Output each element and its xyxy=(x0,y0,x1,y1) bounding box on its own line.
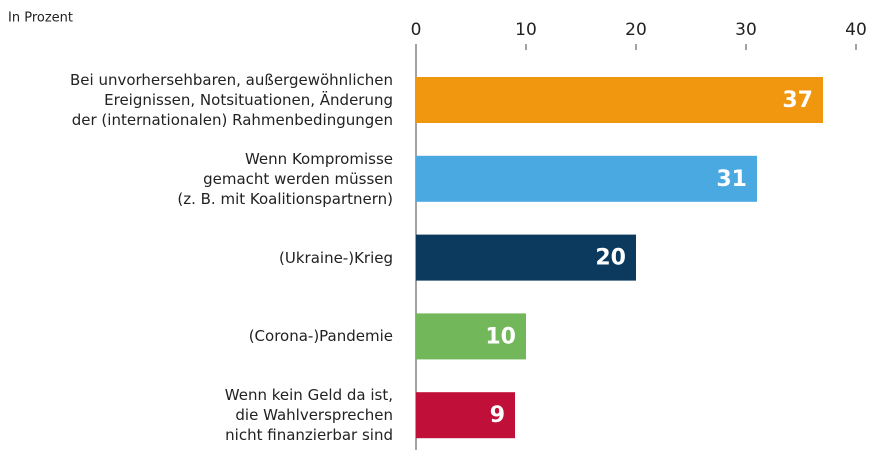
category-label: Bei unvorhersehbaren, außergewöhnlichen … xyxy=(69,71,393,129)
bar xyxy=(416,234,636,281)
value-label: 20 xyxy=(595,246,626,271)
x-tick-label: 20 xyxy=(625,20,647,40)
category-label: Wenn Kompromisse gemacht werden müssen (… xyxy=(177,149,393,208)
value-label: 37 xyxy=(782,88,813,113)
x-tick-label: 40 xyxy=(845,20,867,40)
value-label: 9 xyxy=(490,403,505,428)
bar xyxy=(416,313,526,360)
x-tick-label: 30 xyxy=(735,20,757,40)
x-tick-label: 0 xyxy=(411,20,422,40)
bar xyxy=(416,77,823,123)
x-tick-label: 10 xyxy=(515,20,537,40)
bar xyxy=(416,155,757,202)
value-label: 10 xyxy=(485,324,516,349)
category-label: (Ukraine-)Krieg xyxy=(279,248,393,267)
bar xyxy=(416,392,515,439)
category-label: (Corona-)Pandemie xyxy=(248,327,393,346)
category-label: Wenn kein Geld da ist, die Wahlversprech… xyxy=(224,386,393,445)
subtitle: In Prozent xyxy=(8,11,73,26)
value-label: 31 xyxy=(716,167,747,192)
